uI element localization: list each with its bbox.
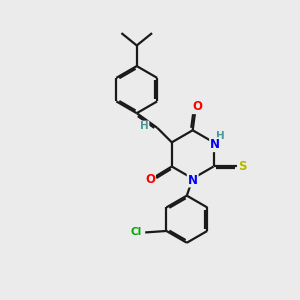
Text: H: H bbox=[140, 122, 148, 131]
Text: Cl: Cl bbox=[131, 227, 142, 237]
Text: S: S bbox=[238, 160, 246, 173]
Text: H: H bbox=[216, 131, 224, 141]
Text: O: O bbox=[192, 100, 202, 113]
Text: O: O bbox=[145, 172, 155, 186]
Text: N: N bbox=[188, 173, 198, 187]
Text: N: N bbox=[210, 138, 220, 151]
